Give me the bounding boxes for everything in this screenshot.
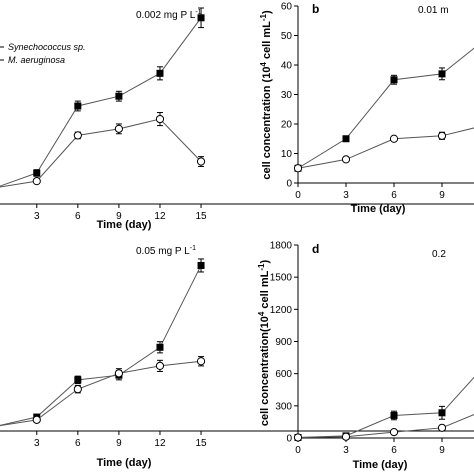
annotation-superscript: -1 [190,245,196,252]
data-point-square [156,343,164,351]
x-tick-label: 6 [75,438,81,449]
concentration-annotation: 0.05 mg P L-1 [136,245,196,257]
data-point-square [342,135,350,143]
concentration-annotation: 0.002 mg P L-1 [136,9,202,21]
y-axis-label: cell concentration (104 cell mL-1) [259,10,273,180]
x-tick-label: 3 [34,438,40,449]
data-point-square [438,70,446,78]
y-tick-label: 1800 [270,241,293,252]
data-point-circle [196,157,206,166]
x-tick-label: 9 [116,211,122,222]
data-point-circle [114,124,124,133]
legend-entry: Synechococcus sp. [8,42,86,52]
series-line [297,47,474,169]
data-point-square [390,411,398,419]
x-axis-label: Time (day) [353,459,408,471]
y-axis-label-part: 4 [259,62,268,67]
data-point-square [74,102,82,110]
series-line [297,127,474,169]
concentration-annotation: 0.2 [432,249,446,260]
data-point-circle [73,385,82,394]
y-axis-label-part: -1 [259,13,268,21]
data-point-square [156,69,164,77]
y-axis-label-part: cell mL [259,270,271,311]
x-tick-label: 0 [295,190,301,201]
data-point-square [197,14,205,22]
x-tick-label: 12 [154,438,166,449]
data-point-circle [341,432,351,441]
data-point-square [74,376,82,384]
y-axis-label-part: ) [261,10,273,14]
chart-panel-1: 3 6 9 12 15 0.002 mg P L-1 Time (day) Synechoco… [0,7,474,231]
y-axis-label-part: 4 [257,311,266,316]
y-tick-label: 20 [281,120,293,131]
annotation-superscript: -1 [195,9,201,16]
x-tick-label: 9 [116,438,122,449]
data-point-square [33,169,41,177]
x-axis-label: Time (day) [351,203,406,215]
y-tick-label: 300 [275,401,292,412]
y-axis-label: cell concentration(104 cell mL-1) [257,260,271,427]
data-point-circle [389,428,399,437]
data-point-circle [437,423,447,432]
y-axis-label-part: cell mL [261,21,273,62]
x-tick-label: 15 [195,211,207,222]
y-tick-label: 0 [286,434,292,445]
x-axis-label: Time (day) [97,457,152,469]
series-line [0,118,202,188]
y-tick-label: 1500 [270,273,293,284]
x-tick-label: 6 [391,445,397,456]
x-tick-label: 9 [439,445,445,456]
chart-panel-3: 3 6 9 12 15 0.05 mg P L-1 Time (day) [0,245,474,469]
data-point-square [197,261,205,269]
x-tick-label: 6 [391,190,397,201]
y-axis-label-part: -1 [257,263,266,271]
y-tick-label: 600 [275,369,292,380]
y-tick-label: 1200 [270,305,293,316]
data-point-circle [196,357,206,366]
x-tick-label: 3 [343,190,349,201]
series-line [0,360,202,427]
x-tick-label: 9 [439,190,445,201]
x-tick-label: 0 [295,445,301,456]
chart-panel-4: 0 3 6 9 0 300 600 900 1200 1500 1800 0.2 d Time (day)… [257,241,474,471]
x-tick-label: 3 [343,445,349,456]
y-axis-label-part: ) [259,260,271,264]
concentration-annotation: 0.01 m [418,5,449,16]
data-point-square [438,409,446,417]
data-point-circle [437,131,447,140]
data-point-circle [32,415,41,424]
series-line [0,17,202,187]
data-point-circle [73,131,82,140]
data-point-square [115,92,123,100]
y-tick-label: 30 [281,90,293,101]
data-point-circle [293,433,303,442]
legend-entry: M. aeruginosa [8,55,65,65]
x-tick-label: 3 [34,211,40,222]
x-axis-label: Time (day) [97,219,152,231]
data-point-circle [114,369,124,378]
y-tick-label: 40 [281,61,293,72]
data-point-circle [341,155,351,164]
x-tick-label: 15 [195,438,207,449]
panel-label: b [312,2,319,16]
data-point-circle [293,164,303,173]
y-tick-label: 10 [281,149,293,160]
series-line [297,414,474,438]
y-tick-label: 0 [286,179,292,190]
y-tick-label: 900 [275,337,292,348]
data-point-circle [389,134,399,143]
series-line [0,265,202,426]
data-point-circle [155,114,165,124]
y-tick-label: 60 [281,2,293,13]
data-point-circle [155,361,165,370]
y-tick-label: 50 [281,31,293,42]
panel-label: d [312,242,319,256]
data-point-square [390,76,398,84]
chart-panel-2: 0 3 6 9 0 10 20 30 40 50 60 0.01 m b Time (day) cell c… [259,2,474,215]
x-tick-label: 12 [154,211,166,222]
x-tick-label: 6 [75,211,81,222]
data-point-circle [32,177,41,186]
